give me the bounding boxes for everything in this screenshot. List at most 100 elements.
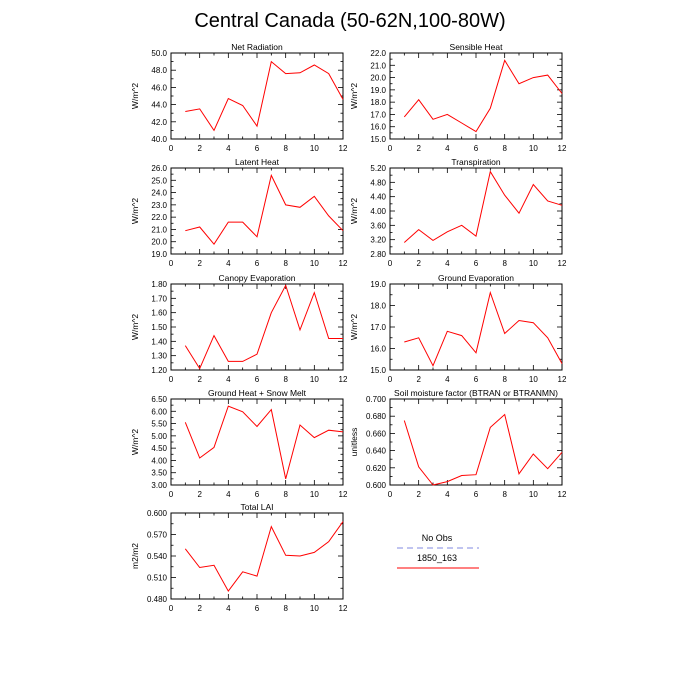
series-line xyxy=(403,170,563,243)
panel-title: Soil moisture factor (BTRAN or BTRANMN) xyxy=(394,388,558,398)
x-tick-label: 10 xyxy=(310,375,319,384)
y-tick-label: 19.0 xyxy=(151,250,167,259)
x-tick-label: 8 xyxy=(283,144,288,153)
x-tick-label: 0 xyxy=(169,604,174,613)
plot-frame xyxy=(170,398,344,486)
series-line xyxy=(184,405,344,480)
y-tick-label: 3.20 xyxy=(370,236,386,245)
y-tick-label: 3.00 xyxy=(151,481,167,490)
y-tick-label: 21.0 xyxy=(151,225,167,234)
x-tick-label: 0 xyxy=(169,490,174,499)
y-tick-label: 0.600 xyxy=(366,481,387,490)
x-tick-label: 0 xyxy=(388,144,393,153)
x-tick-label: 4 xyxy=(445,144,450,153)
x-tick-label: 0 xyxy=(169,259,174,268)
x-tick-label: 0 xyxy=(388,259,393,268)
x-tick-label: 4 xyxy=(445,259,450,268)
x-tick-label: 8 xyxy=(502,144,507,153)
x-tick-label: 12 xyxy=(339,144,348,153)
x-tick-label: 12 xyxy=(339,375,348,384)
y-tick-label: 0.680 xyxy=(366,412,387,421)
y-tick-label: 16.0 xyxy=(370,345,386,354)
y-tick-label: 4.00 xyxy=(151,456,167,465)
y-tick-label: 46.0 xyxy=(151,83,167,92)
x-tick-label: 2 xyxy=(416,259,421,268)
y-tick-label: 21.0 xyxy=(370,61,386,70)
y-tick-label: 0.570 xyxy=(147,531,168,540)
chart-panel: Latent Heat W/m^2 0 2 4 6 8 10 12 19.0 20.0 21.0 22.… xyxy=(130,157,348,268)
y-tick-label: 6.50 xyxy=(151,395,167,404)
series-line xyxy=(404,290,563,367)
series-line xyxy=(184,284,343,370)
x-tick-label: 4 xyxy=(226,490,231,499)
y-tick-label: 18.0 xyxy=(370,302,386,311)
y-axis-label: W/m^2 xyxy=(349,314,359,340)
y-tick-label: 0.480 xyxy=(147,595,168,604)
y-tick-label: 4.80 xyxy=(370,178,386,187)
x-tick-label: 12 xyxy=(558,259,567,268)
figure-title: Central Canada (50-62N,100-80W) xyxy=(194,10,506,32)
y-tick-label: 24.0 xyxy=(151,189,167,198)
x-tick-label: 8 xyxy=(502,375,507,384)
panel-title: Ground Heat + Snow Melt xyxy=(208,388,307,398)
x-tick-label: 2 xyxy=(197,144,202,153)
y-tick-label: 44.0 xyxy=(151,101,167,110)
y-tick-label: 1.40 xyxy=(151,337,167,346)
x-tick-label: 10 xyxy=(529,144,538,153)
x-tick-label: 0 xyxy=(388,375,393,384)
y-tick-label: 0.600 xyxy=(147,509,168,518)
x-tick-label: 2 xyxy=(416,490,421,499)
x-tick-label: 10 xyxy=(529,490,538,499)
x-tick-label: 6 xyxy=(474,375,479,384)
y-tick-label: 15.0 xyxy=(370,135,386,144)
y-tick-label: 15.0 xyxy=(370,366,386,375)
panel-title: Latent Heat xyxy=(235,157,280,167)
x-tick-label: 12 xyxy=(558,375,567,384)
x-tick-label: 6 xyxy=(474,144,479,153)
x-tick-label: 8 xyxy=(502,490,507,499)
y-axis-label: W/m^2 xyxy=(349,198,359,224)
x-tick-label: 0 xyxy=(169,144,174,153)
y-tick-label: 42.0 xyxy=(151,118,167,127)
series-line xyxy=(403,413,563,486)
plot-frame xyxy=(389,167,563,255)
y-tick-label: 48.0 xyxy=(151,66,167,75)
plot-frame xyxy=(170,167,344,255)
chart-panel: Transpiration W/m^2 0 2 4 6 8 10 12 2.80 3.20 3.60 4… xyxy=(349,157,567,268)
legend: No Obs 1850_163 xyxy=(397,533,479,569)
x-tick-label: 4 xyxy=(445,490,450,499)
y-tick-label: 0.660 xyxy=(366,429,387,438)
y-tick-label: 20.0 xyxy=(370,74,386,83)
series-line xyxy=(403,59,563,133)
x-tick-label: 4 xyxy=(226,144,231,153)
plot-frame xyxy=(389,283,563,371)
x-tick-label: 10 xyxy=(310,259,319,268)
y-tick-label: 1.30 xyxy=(151,352,167,361)
x-tick-label: 8 xyxy=(283,490,288,499)
y-tick-label: 6.00 xyxy=(151,407,167,416)
chart-panel: Soil moisture factor (BTRAN or BTRANMN) u… xyxy=(349,388,567,499)
chart-panel: Net Radiation W/m^2 0 2 4 6 8 10 12 40.0 42.0 44.0 4… xyxy=(130,42,348,153)
y-tick-label: 26.0 xyxy=(151,164,167,173)
x-tick-label: 2 xyxy=(416,144,421,153)
y-tick-label: 17.0 xyxy=(370,110,386,119)
y-tick-label: 1.50 xyxy=(151,323,167,332)
y-axis-label: W/m^2 xyxy=(349,83,359,109)
x-tick-label: 6 xyxy=(255,144,260,153)
y-tick-label: 25.0 xyxy=(151,176,167,185)
y-axis-label: W/m^2 xyxy=(130,429,140,455)
x-tick-label: 2 xyxy=(197,375,202,384)
y-tick-label: 4.50 xyxy=(151,444,167,453)
x-tick-label: 8 xyxy=(283,259,288,268)
y-tick-label: 22.0 xyxy=(151,213,167,222)
x-tick-label: 10 xyxy=(529,259,538,268)
x-tick-label: 6 xyxy=(255,375,260,384)
panel-title: Transpiration xyxy=(451,157,501,167)
y-axis-label: m2/m2 xyxy=(130,543,140,569)
x-tick-label: 2 xyxy=(416,375,421,384)
x-tick-label: 4 xyxy=(445,375,450,384)
chart-panel: Total LAI m2/m2 0 2 4 6 8 10 12 0.480 0.510 0.540 0.… xyxy=(130,502,348,613)
x-tick-label: 10 xyxy=(310,144,319,153)
panel-title: Sensible Heat xyxy=(450,42,504,52)
